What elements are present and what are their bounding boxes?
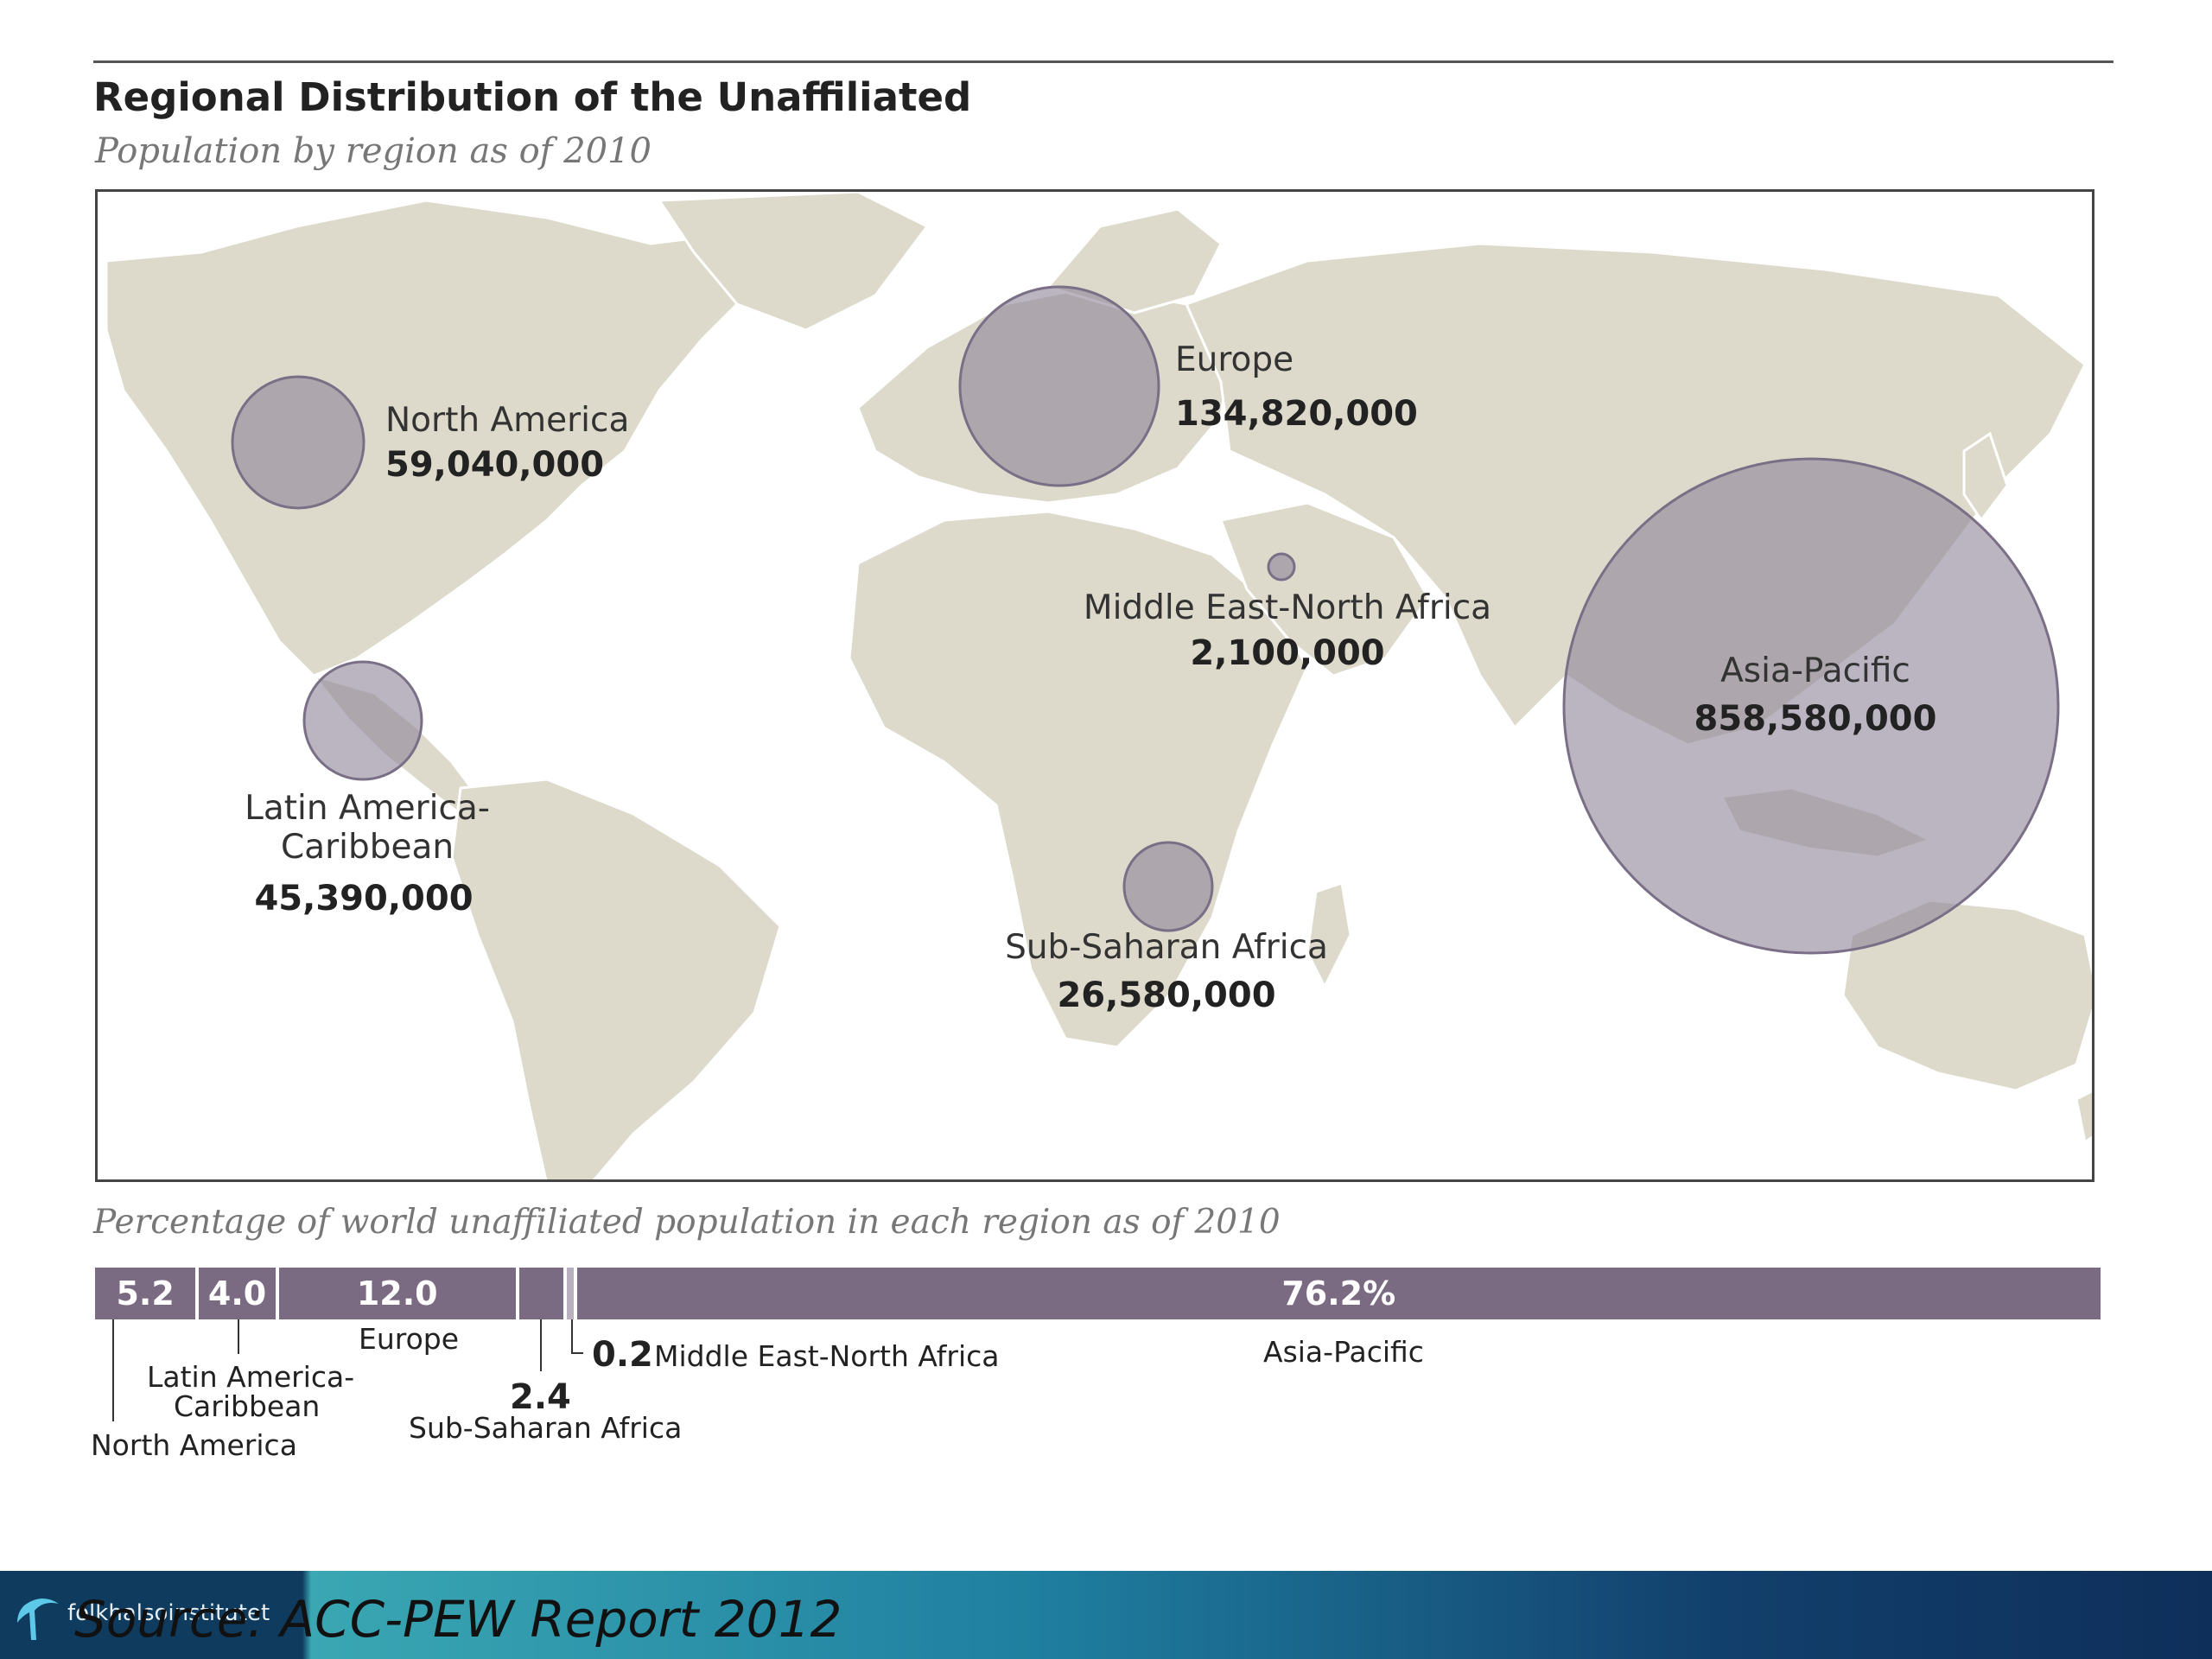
chart-subtitle: Population by region as of 2010 (95, 131, 652, 171)
bubble-asia-pacific (1562, 457, 2060, 955)
leader-north-america (112, 1319, 114, 1421)
chart-title: Regional Distribution of the Unaffiliate… (93, 74, 972, 120)
bubbles (231, 285, 2060, 955)
segment-mena (567, 1268, 577, 1319)
bar-num-ssa: 2.4 (510, 1377, 571, 1417)
percentage-caption: Percentage of world unaffiliated populat… (93, 1203, 1281, 1242)
bubble-mena (1267, 552, 1296, 582)
land-south-america (450, 778, 782, 1179)
value-ssa: 26,580,000 (1057, 976, 1276, 1015)
leader-mena-v (571, 1319, 573, 1354)
value-europe: 134,820,000 (1175, 394, 1418, 434)
bubble-north-america (231, 375, 365, 510)
label-ssa: Sub-Saharan Africa (1005, 928, 1328, 967)
label-europe: Europe (1175, 340, 1294, 379)
bar-label-ssa: Sub-Saharan Africa (409, 1411, 683, 1445)
segment-latin-america: 4.0 (199, 1268, 279, 1319)
label-north-america: North America (385, 401, 630, 440)
land-middle-east (1218, 501, 1430, 677)
bar-num-mena: 0.2 (592, 1335, 653, 1375)
bar-label-asia-pacific: Asia-Pacific (1263, 1335, 1424, 1369)
leader-mena-h (571, 1352, 583, 1354)
top-rule (93, 60, 2113, 63)
label-latin-america-line2: Caribbean (280, 828, 454, 867)
bubble-ssa (1122, 841, 1214, 932)
value-asia-pacific: 858,580,000 (1694, 699, 1937, 739)
bar-label-latin-america-line2: Caribbean (174, 1389, 321, 1423)
bubble-europe (958, 285, 1160, 487)
bar-label-latin-america-line1: Latin America- (147, 1360, 355, 1394)
value-latin-america: 45,390,000 (254, 879, 474, 918)
leader-latin-america (238, 1319, 239, 1354)
percentage-bar: 5.2 4.0 12.0 76.2% (95, 1268, 2101, 1319)
land-greenland (657, 192, 930, 332)
land-australia (1841, 899, 2092, 1092)
bar-label-mena: Middle East-North Africa (654, 1339, 1000, 1373)
value-mena: 2,100,000 (1190, 633, 1385, 673)
land-new-zealand (2075, 1090, 2092, 1145)
land-japan (1962, 431, 2009, 523)
leader-ssa (540, 1319, 542, 1371)
label-latin-america-line1: Latin America- (245, 789, 490, 828)
bar-label-north-america: North America (91, 1428, 297, 1462)
value-north-america: 59,040,000 (385, 445, 605, 485)
segment-ssa (518, 1268, 568, 1319)
label-asia-pacific: Asia-Pacific (1720, 652, 1910, 690)
bubble-latin-america (302, 660, 423, 781)
world-map: North America 59,040,000 Europe 134,820,… (95, 189, 2094, 1182)
segment-europe: 12.0 (278, 1268, 519, 1319)
land-north-america (105, 199, 756, 677)
footer-brand: folkhalsoinstitutet (67, 1600, 270, 1626)
source-note: Source: ACC-PEW Report 2012 (74, 1590, 842, 1649)
land-madagascar (1306, 881, 1352, 990)
land-scandinavia (1046, 207, 1223, 315)
bar-label-europe: Europe (359, 1322, 460, 1356)
institute-logo-icon (17, 1598, 59, 1640)
segment-asia-pacific: 76.2% (576, 1268, 2101, 1319)
world-map-svg (105, 192, 2092, 1179)
segment-north-america: 5.2 (95, 1268, 200, 1319)
footer-band: folkhalsoinstitutet (0, 1571, 2212, 1659)
label-mena: Middle East-North Africa (1083, 588, 1492, 627)
